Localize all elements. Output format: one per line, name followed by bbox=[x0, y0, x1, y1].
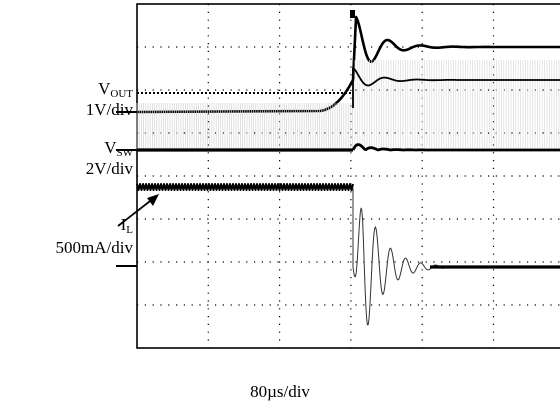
vsw-scale: 2V/div bbox=[86, 159, 133, 179]
vsw-scale-text: 2V/div bbox=[85, 159, 133, 178]
vsw-upper-trace bbox=[352, 67, 560, 108]
channel-markers bbox=[116, 111, 159, 267]
vsw-label: VSW bbox=[104, 138, 133, 163]
vsw-name-sub: SW bbox=[116, 147, 134, 159]
vsw-name-main: V bbox=[104, 138, 117, 157]
vsw-burst-band bbox=[354, 60, 560, 150]
trigger-marker bbox=[350, 10, 355, 18]
vout-scale-text: 1V/div bbox=[85, 100, 133, 119]
vout-scale: 1V/div bbox=[86, 100, 133, 120]
traces bbox=[136, 15, 560, 326]
il-scale-text: 500mA/div bbox=[55, 238, 133, 257]
grid bbox=[136, 3, 560, 349]
vsw-switching-band bbox=[136, 103, 353, 150]
vout-label: VOUT bbox=[98, 79, 133, 104]
vout-name-sub: OUT bbox=[110, 88, 133, 100]
timebase-label: 80µs/div bbox=[250, 382, 310, 401]
vout-trace bbox=[136, 15, 560, 114]
il-arrow-head bbox=[147, 194, 159, 206]
il-name-sub: L bbox=[126, 224, 133, 236]
vout-name-main: V bbox=[98, 79, 111, 98]
il-ring-trace bbox=[352, 188, 560, 326]
vsw-lower-trace bbox=[351, 143, 560, 152]
il-scale: 500mA/div bbox=[56, 238, 133, 258]
il-arrow-shaft bbox=[117, 197, 155, 227]
il-label: IL bbox=[121, 215, 133, 240]
il-ripple-trace bbox=[136, 183, 354, 191]
il-name-main: I bbox=[120, 215, 127, 234]
